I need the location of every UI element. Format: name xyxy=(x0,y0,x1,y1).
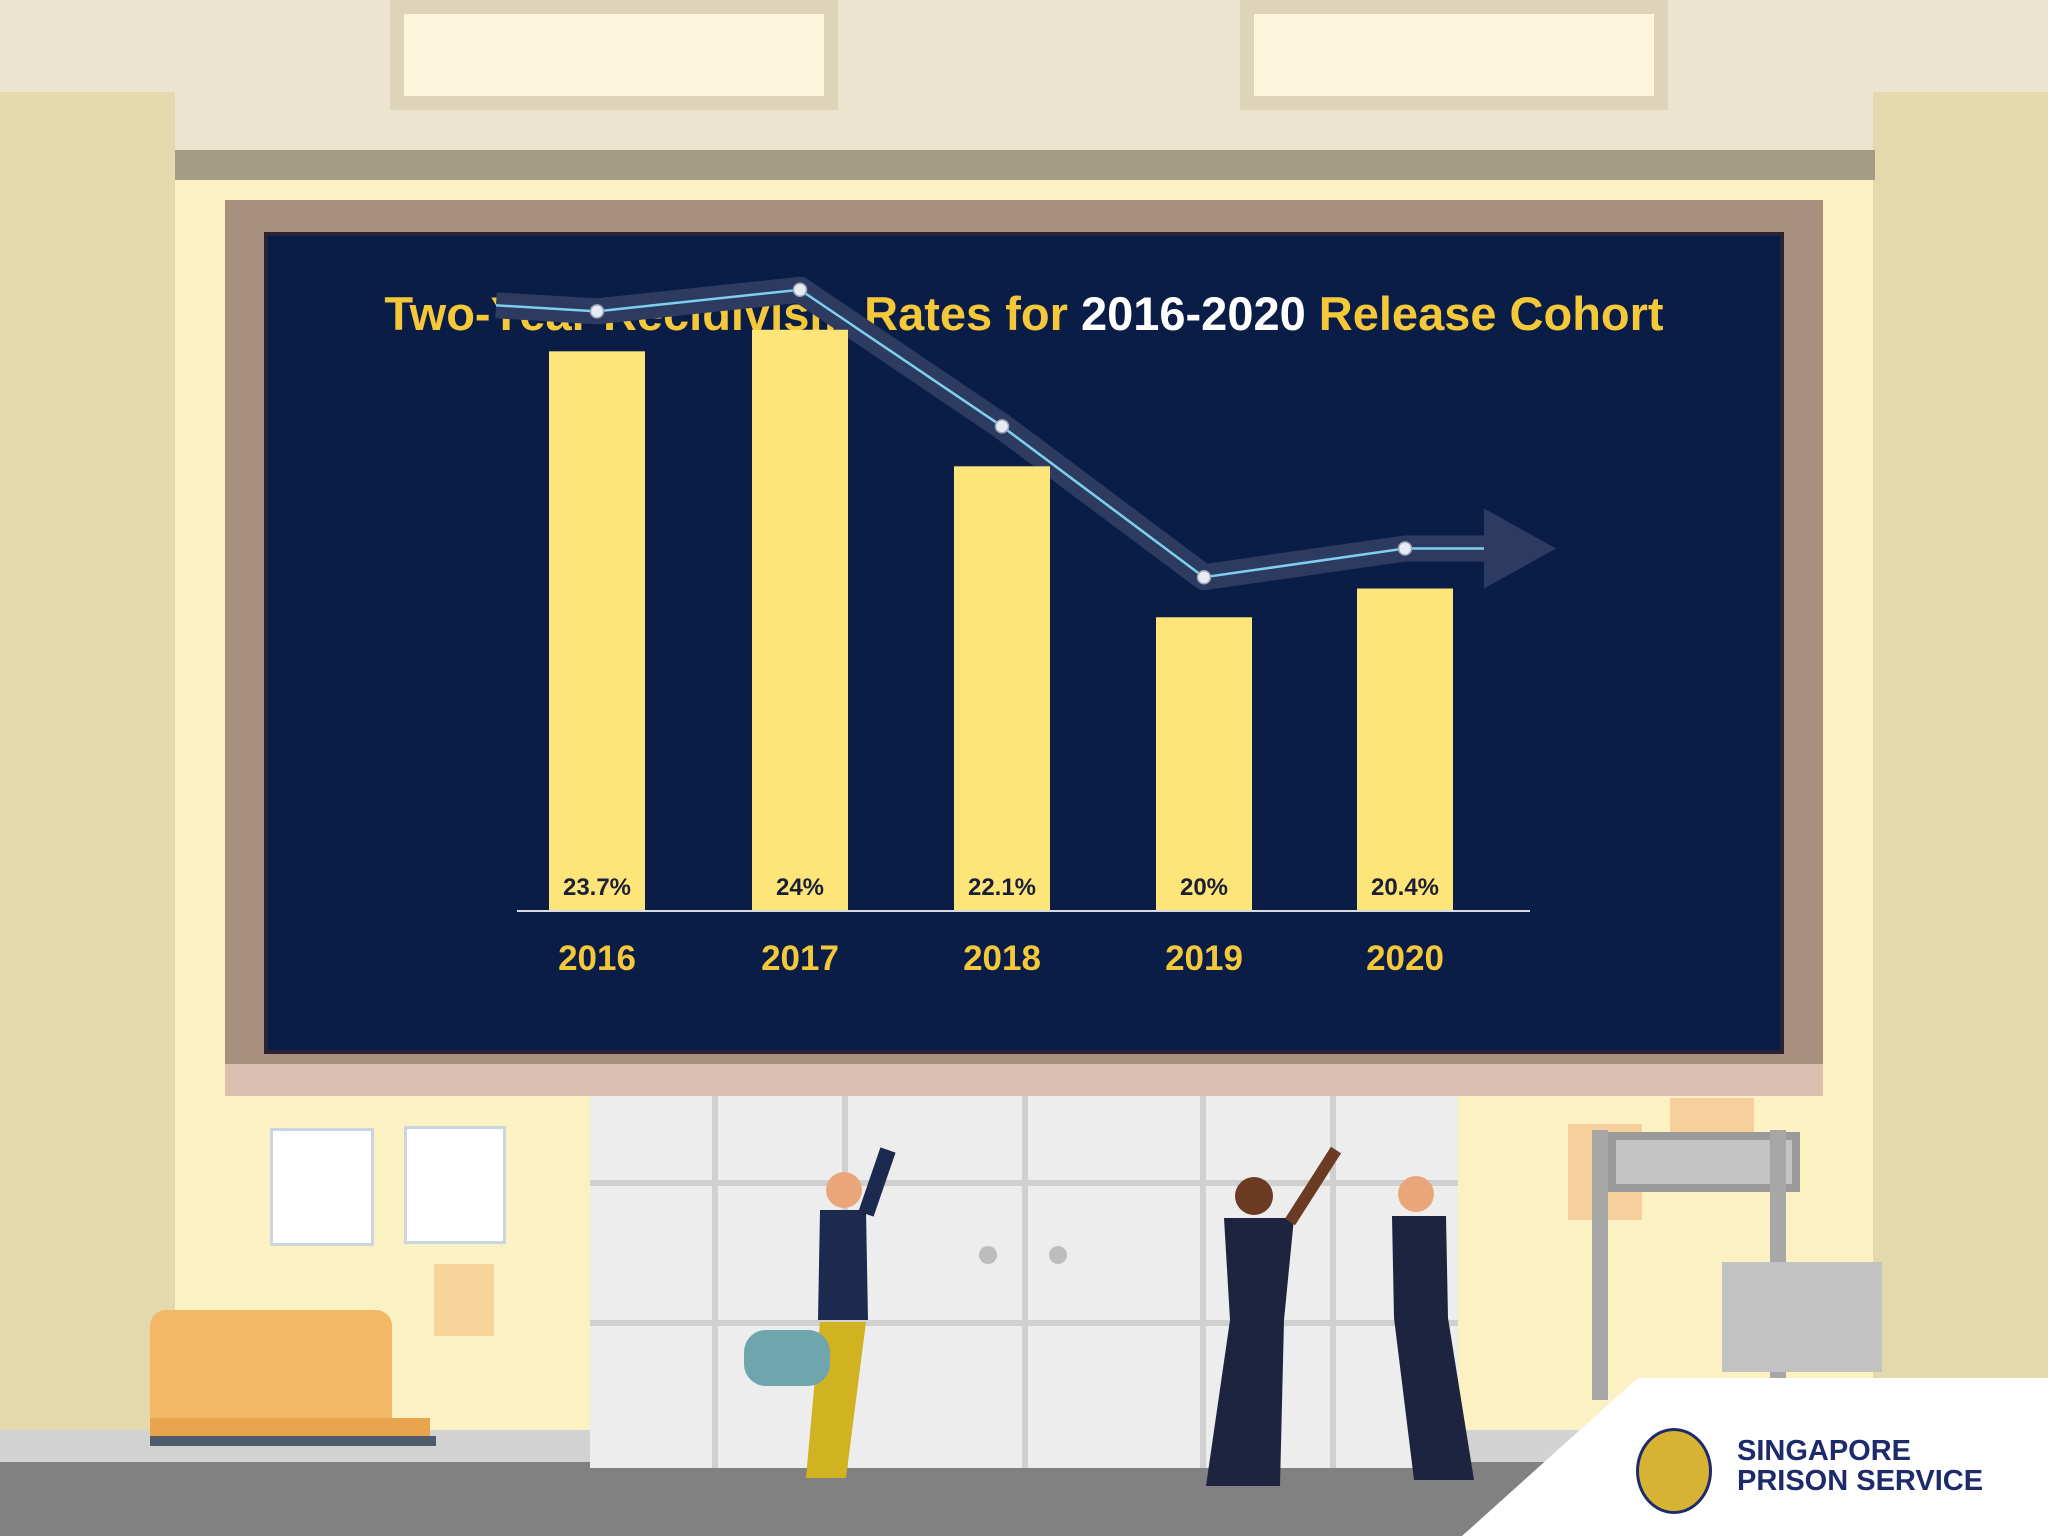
x-tick-2018: 2018 xyxy=(963,939,1041,978)
officer-left xyxy=(1206,1146,1342,1486)
metal-detector-post xyxy=(1592,1130,1608,1400)
logo-line-2: PRISON SERVICE xyxy=(1737,1465,1984,1497)
value-label-2019: 20% xyxy=(1180,874,1228,901)
board-ledge xyxy=(225,1064,1823,1096)
value-label-2020: 20.4% xyxy=(1371,874,1439,901)
labels: 23.7% 2016 24% 2017 22.1% 2018 20% 2019 20.4% 202… xyxy=(558,874,1444,978)
bench-back xyxy=(150,1310,392,1420)
trend-point-2018 xyxy=(994,419,1010,434)
bars xyxy=(549,329,1453,911)
bar-2019 xyxy=(1156,617,1252,911)
x-tick-2017: 2017 xyxy=(761,939,839,978)
bar-2016 xyxy=(549,351,645,911)
door-knob xyxy=(1049,1246,1067,1264)
trend-point-2017 xyxy=(792,282,808,297)
bar-2020 xyxy=(1357,588,1453,911)
left-wall xyxy=(0,92,175,1462)
door-line xyxy=(1330,1096,1336,1468)
bar-2017 xyxy=(752,329,848,911)
value-label-2017: 24% xyxy=(776,874,824,901)
skylight-left xyxy=(390,0,838,110)
door-knob xyxy=(979,1246,997,1264)
trend-arrowhead xyxy=(1484,508,1556,589)
trend-arrow xyxy=(495,276,1556,591)
trend-point-2019 xyxy=(1196,570,1212,585)
trend-point-2016 xyxy=(589,304,605,319)
ceiling-trim xyxy=(175,150,1875,180)
logo-emblem-icon xyxy=(1636,1428,1712,1514)
title-part-3: Release Cohort xyxy=(1305,287,1664,340)
visitor xyxy=(744,1147,896,1478)
right-wall xyxy=(1873,92,2048,1462)
wall-poster xyxy=(270,1128,374,1246)
door-line xyxy=(1022,1096,1028,1468)
x-tick-2016: 2016 xyxy=(558,939,636,978)
value-label-2018: 22.1% xyxy=(968,874,1036,901)
ceiling xyxy=(0,0,2048,176)
x-tick-2019: 2019 xyxy=(1165,939,1243,978)
skylight-right xyxy=(1240,0,1668,110)
x-tick-2020: 2020 xyxy=(1366,939,1444,978)
officer-right xyxy=(1392,1176,1474,1480)
trend-point-2020 xyxy=(1397,541,1413,556)
door-line xyxy=(712,1096,718,1468)
bench-seat xyxy=(150,1418,430,1438)
wall-note xyxy=(434,1264,494,1336)
door-line xyxy=(1200,1096,1206,1468)
bench-frame xyxy=(150,1436,436,1446)
title-part-2: 2016-2020 xyxy=(1080,287,1306,340)
logo-line-1: SINGAPORE xyxy=(1737,1435,1912,1467)
value-label-2016: 23.7% xyxy=(563,874,631,901)
xray-machine xyxy=(1722,1262,1882,1372)
wall-poster xyxy=(404,1126,506,1244)
logo-text: SINGAPORE PRISON SERVICE xyxy=(1737,1436,1983,1496)
bar-2018 xyxy=(954,466,1050,911)
metal-detector xyxy=(1608,1132,1800,1192)
